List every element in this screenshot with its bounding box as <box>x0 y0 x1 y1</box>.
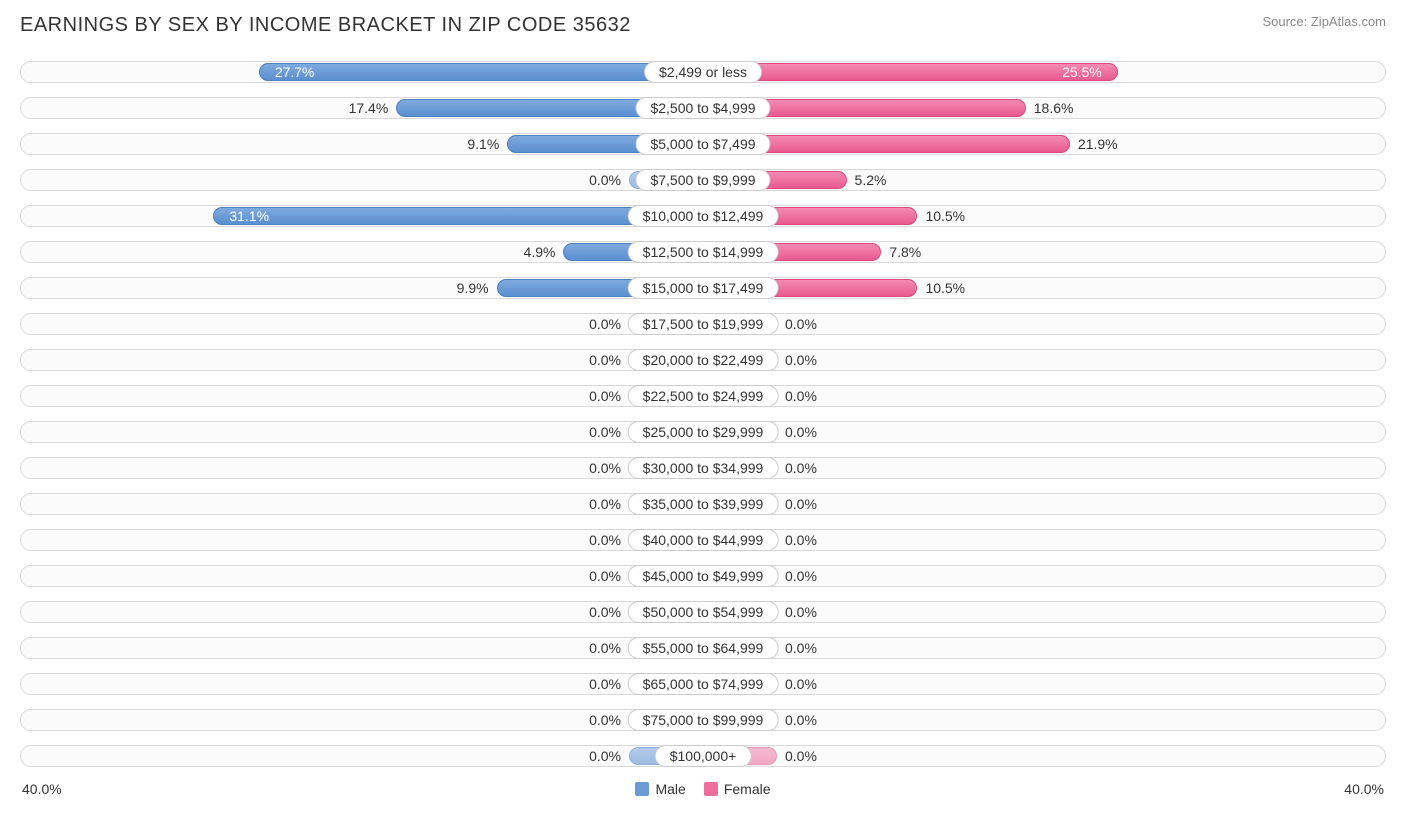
chart-legend: Male Female <box>635 781 770 797</box>
bracket-label: $2,500 to $4,999 <box>635 97 770 119</box>
female-value: 0.0% <box>785 385 817 407</box>
bracket-label: $15,000 to $17,499 <box>628 277 779 299</box>
male-value: 17.4% <box>349 97 389 119</box>
female-swatch-icon <box>704 782 718 796</box>
bracket-label: $40,000 to $44,999 <box>628 529 779 551</box>
chart-row: $25,000 to $29,999 0.0% 0.0% <box>20 415 1386 449</box>
bracket-label: $10,000 to $12,499 <box>628 205 779 227</box>
male-value: 0.0% <box>589 745 621 767</box>
diverging-bar-chart: $2,499 or less 27.7% 25.5% $2,500 to $4,999… <box>20 55 1386 773</box>
legend-male-label: Male <box>655 781 685 797</box>
chart-header: EARNINGS BY SEX BY INCOME BRACKET IN ZIP… <box>20 14 1386 37</box>
legend-female-label: Female <box>724 781 771 797</box>
bracket-label: $75,000 to $99,999 <box>628 709 779 731</box>
male-value: 0.0% <box>589 493 621 515</box>
chart-row: $100,000+ 0.0% 0.0% <box>20 739 1386 773</box>
bracket-label: $100,000+ <box>655 745 752 767</box>
female-value: 10.5% <box>925 277 965 299</box>
female-value: 0.0% <box>785 529 817 551</box>
female-value: 18.6% <box>1034 97 1074 119</box>
female-value: 0.0% <box>785 709 817 731</box>
male-value: 0.0% <box>589 601 621 623</box>
chart-title: EARNINGS BY SEX BY INCOME BRACKET IN ZIP… <box>20 14 631 37</box>
chart-row: $17,500 to $19,999 0.0% 0.0% <box>20 307 1386 341</box>
female-value: 0.0% <box>785 349 817 371</box>
female-value: 10.5% <box>925 205 965 227</box>
axis-right-max: 40.0% <box>1344 781 1384 797</box>
bracket-label: $22,500 to $24,999 <box>628 385 779 407</box>
male-value: 0.0% <box>589 637 621 659</box>
chart-row: $7,500 to $9,999 0.0% 5.2% <box>20 163 1386 197</box>
chart-row: $45,000 to $49,999 0.0% 0.0% <box>20 559 1386 593</box>
male-bar <box>259 63 703 81</box>
male-value: 0.0% <box>589 169 621 191</box>
female-value: 0.0% <box>785 745 817 767</box>
bracket-label: $45,000 to $49,999 <box>628 565 779 587</box>
chart-row: $5,000 to $7,499 9.1% 21.9% <box>20 127 1386 161</box>
chart-row: $2,499 or less 27.7% 25.5% <box>20 55 1386 89</box>
female-value: 25.5% <box>1062 61 1102 83</box>
chart-row: $20,000 to $22,499 0.0% 0.0% <box>20 343 1386 377</box>
female-value: 7.8% <box>889 241 921 263</box>
female-value: 0.0% <box>785 457 817 479</box>
bracket-label: $35,000 to $39,999 <box>628 493 779 515</box>
female-bar <box>703 63 1118 81</box>
female-value: 0.0% <box>785 313 817 335</box>
bracket-label: $50,000 to $54,999 <box>628 601 779 623</box>
male-value: 0.0% <box>589 421 621 443</box>
female-value: 0.0% <box>785 565 817 587</box>
male-value: 0.0% <box>589 529 621 551</box>
bracket-label: $2,499 or less <box>644 61 762 83</box>
chart-row: $30,000 to $34,999 0.0% 0.0% <box>20 451 1386 485</box>
male-value: 0.0% <box>589 385 621 407</box>
female-value: 5.2% <box>855 169 887 191</box>
female-value: 0.0% <box>785 493 817 515</box>
chart-row: $12,500 to $14,999 4.9% 7.8% <box>20 235 1386 269</box>
female-value: 0.0% <box>785 673 817 695</box>
male-value: 9.9% <box>457 277 489 299</box>
male-value: 31.1% <box>229 205 269 227</box>
female-value: 21.9% <box>1078 133 1118 155</box>
male-swatch-icon <box>635 782 649 796</box>
chart-row: $40,000 to $44,999 0.0% 0.0% <box>20 523 1386 557</box>
bracket-label: $20,000 to $22,499 <box>628 349 779 371</box>
chart-row: $22,500 to $24,999 0.0% 0.0% <box>20 379 1386 413</box>
male-value: 0.0% <box>589 673 621 695</box>
chart-row: $35,000 to $39,999 0.0% 0.0% <box>20 487 1386 521</box>
chart-row: $15,000 to $17,499 9.9% 10.5% <box>20 271 1386 305</box>
bracket-label: $65,000 to $74,999 <box>628 673 779 695</box>
chart-container: EARNINGS BY SEX BY INCOME BRACKET IN ZIP… <box>0 0 1406 807</box>
axis-left-max: 40.0% <box>22 781 62 797</box>
bracket-label: $7,500 to $9,999 <box>635 169 770 191</box>
bracket-label: $17,500 to $19,999 <box>628 313 779 335</box>
female-value: 0.0% <box>785 421 817 443</box>
chart-row: $65,000 to $74,999 0.0% 0.0% <box>20 667 1386 701</box>
male-value: 0.0% <box>589 349 621 371</box>
male-value: 4.9% <box>524 241 556 263</box>
male-value: 0.0% <box>589 457 621 479</box>
male-value: 0.0% <box>589 709 621 731</box>
chart-footer: 40.0% Male Female 40.0% <box>20 781 1386 797</box>
chart-row: $55,000 to $64,999 0.0% 0.0% <box>20 631 1386 665</box>
chart-row: $10,000 to $12,499 31.1% 10.5% <box>20 199 1386 233</box>
female-value: 0.0% <box>785 637 817 659</box>
male-value: 27.7% <box>275 61 315 83</box>
bracket-label: $30,000 to $34,999 <box>628 457 779 479</box>
chart-row: $75,000 to $99,999 0.0% 0.0% <box>20 703 1386 737</box>
bracket-label: $5,000 to $7,499 <box>635 133 770 155</box>
bracket-label: $55,000 to $64,999 <box>628 637 779 659</box>
male-value: 0.0% <box>589 313 621 335</box>
legend-male: Male <box>635 781 685 797</box>
chart-source: Source: ZipAtlas.com <box>1262 14 1386 29</box>
chart-row: $2,500 to $4,999 17.4% 18.6% <box>20 91 1386 125</box>
male-value: 9.1% <box>467 133 499 155</box>
legend-female: Female <box>704 781 771 797</box>
bracket-label: $25,000 to $29,999 <box>628 421 779 443</box>
chart-row: $50,000 to $54,999 0.0% 0.0% <box>20 595 1386 629</box>
male-value: 0.0% <box>589 565 621 587</box>
bracket-label: $12,500 to $14,999 <box>628 241 779 263</box>
female-value: 0.0% <box>785 601 817 623</box>
